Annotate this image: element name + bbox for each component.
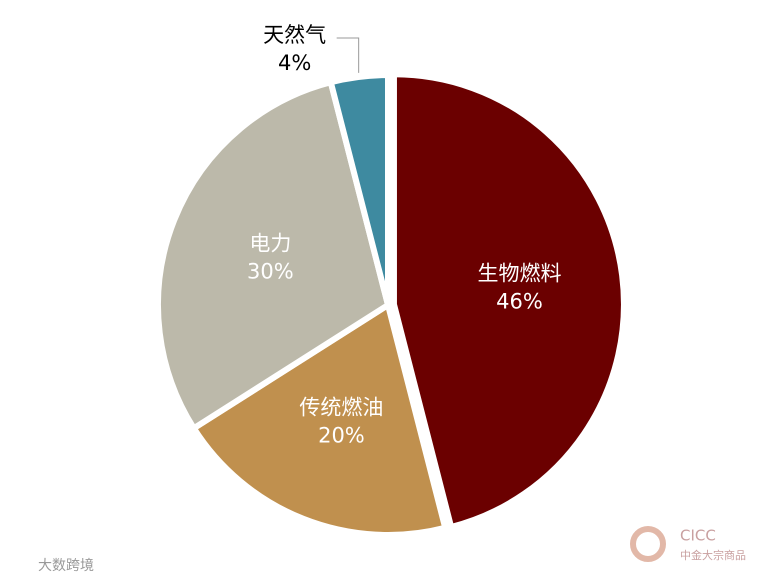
logo-subtext: 中金大宗商品 <box>680 548 746 562</box>
logo-icon <box>630 526 666 562</box>
slice-label: 电力 <box>249 231 291 255</box>
pie-slice <box>327 71 391 306</box>
slice-label: 天然气 <box>263 23 326 47</box>
slice-value: 30% <box>247 259 294 283</box>
slice-value: 46% <box>496 289 543 313</box>
slice-value: 4% <box>278 51 311 75</box>
pie-slice <box>189 300 449 538</box>
pie-slice <box>390 71 627 531</box>
leader-line <box>336 37 360 73</box>
slice-label: 生物燃料 <box>477 261 561 285</box>
slice-value: 20% <box>318 424 365 448</box>
logo-text: CICC <box>680 527 716 545</box>
slice-label: 传统燃油 <box>299 396 383 420</box>
watermark: 大数跨境 <box>38 558 94 574</box>
pie-slice <box>155 78 392 433</box>
